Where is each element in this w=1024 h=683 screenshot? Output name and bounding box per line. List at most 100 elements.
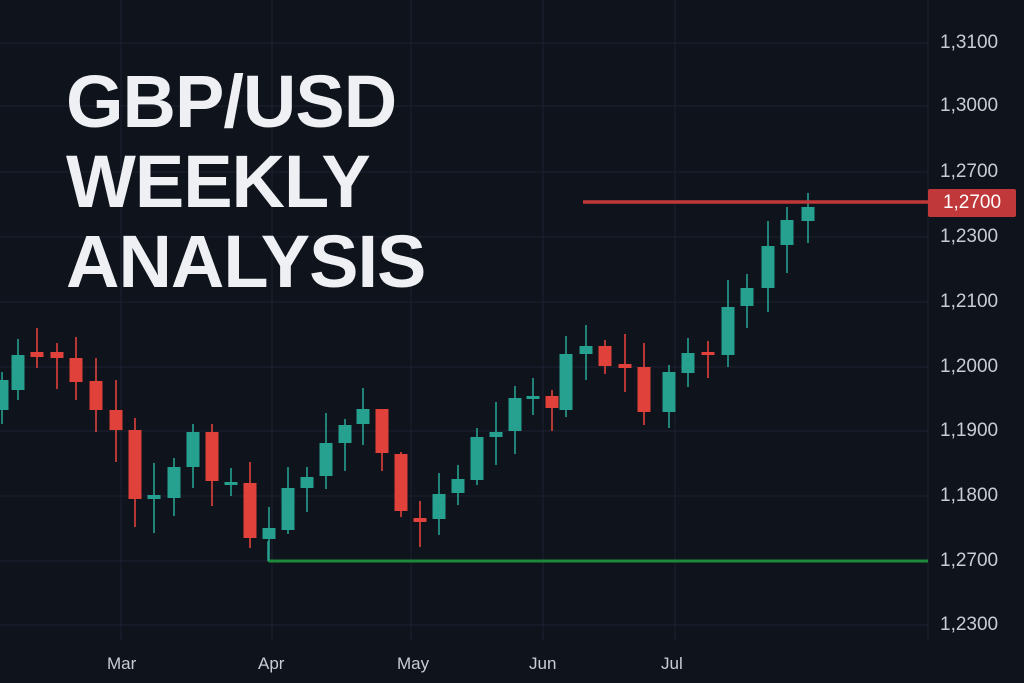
candle-body (356, 409, 370, 424)
candle (109, 380, 123, 462)
chart-title: GBP/USD WEEKLY ANALYSIS (66, 62, 426, 303)
x-tick-label: Jul (661, 654, 683, 673)
candle-body (740, 288, 754, 306)
y-tick-label: 1,2700 (940, 550, 999, 571)
candle (0, 372, 9, 424)
candle (579, 325, 593, 380)
candle-body (662, 372, 676, 412)
candle-body (394, 454, 408, 511)
candle (662, 365, 676, 428)
candle-body (338, 425, 352, 443)
y-tick-label: 1,2300 (940, 614, 999, 635)
candle (243, 462, 257, 548)
title-line-weekly: WEEKLY (66, 140, 371, 223)
candle-body (69, 358, 83, 382)
x-tick-label: Jun (529, 654, 557, 673)
candle-body (432, 494, 446, 519)
candle (451, 465, 465, 505)
candle-body (11, 355, 25, 390)
y-tick-label: 1,2100 (940, 291, 999, 312)
candle (618, 334, 632, 392)
candle (780, 207, 794, 273)
candle (375, 409, 389, 471)
candle-body (801, 207, 815, 221)
candle-body (451, 479, 465, 493)
candle (598, 340, 612, 374)
candle-body (205, 432, 219, 481)
candle (761, 221, 775, 312)
candle-body (780, 220, 794, 245)
candle (470, 428, 484, 485)
candle-body (300, 477, 314, 488)
candle (147, 463, 161, 533)
candle-body (167, 467, 181, 498)
candle-body (618, 364, 632, 368)
candle-body (545, 396, 559, 408)
y-tick-label: 1,2000 (940, 356, 999, 377)
candle-body (637, 367, 651, 412)
x-tick-label: May (397, 654, 430, 673)
candle-body (701, 352, 715, 355)
candle-body (281, 488, 295, 530)
candle-body (30, 352, 44, 357)
candle (356, 388, 370, 445)
candle-body (50, 352, 64, 358)
candle-body (319, 443, 333, 476)
candle (30, 328, 44, 368)
candle (489, 402, 503, 465)
candle-body (89, 381, 103, 410)
candle (205, 424, 219, 506)
candle (559, 336, 573, 417)
candle-body (262, 528, 276, 539)
resistance-price-label: 1,2700 (928, 189, 1016, 217)
candle (11, 339, 25, 400)
candle-body (489, 432, 503, 437)
candle (545, 390, 559, 431)
candle-body (470, 437, 484, 480)
candle (508, 386, 522, 454)
candle (338, 419, 352, 471)
candle (69, 337, 83, 400)
candle-body (721, 307, 735, 355)
y-tick-label: 1,2300 (940, 226, 999, 247)
y-tick-label: 1,2700 (940, 161, 999, 182)
candle-body (147, 495, 161, 499)
title-line-analysis: ANALYSIS (66, 220, 426, 303)
candle-body (243, 483, 257, 538)
candle (319, 413, 333, 489)
candle-body (761, 246, 775, 288)
candle (740, 274, 754, 328)
candle (224, 468, 238, 496)
x-tick-label: Mar (107, 654, 137, 673)
candle (262, 507, 276, 560)
candle-body (128, 430, 142, 499)
candle-body (224, 482, 238, 485)
candle-body (526, 396, 540, 399)
candle-body (508, 398, 522, 431)
candle (681, 338, 695, 387)
candle-body (579, 346, 593, 354)
y-tick-label: 1,1900 (940, 420, 999, 441)
candle (526, 378, 540, 415)
candle (167, 458, 181, 516)
candle (432, 473, 446, 535)
candle (300, 467, 314, 512)
candle (637, 343, 651, 425)
y-tick-label: 1,3100 (940, 32, 999, 53)
candle-body (375, 409, 389, 453)
candle-body (598, 346, 612, 366)
candle-body (413, 518, 427, 522)
y-tick-label: 1,3000 (940, 95, 999, 116)
candle-body (109, 410, 123, 430)
candle (394, 452, 408, 517)
candle-body (0, 380, 9, 410)
candle (701, 341, 715, 378)
x-tick-label: Apr (258, 654, 285, 673)
candle (721, 280, 735, 367)
candle-body (681, 353, 695, 373)
y-tick-label: 1,1800 (940, 485, 999, 506)
candle (413, 501, 427, 547)
candle (50, 343, 64, 389)
